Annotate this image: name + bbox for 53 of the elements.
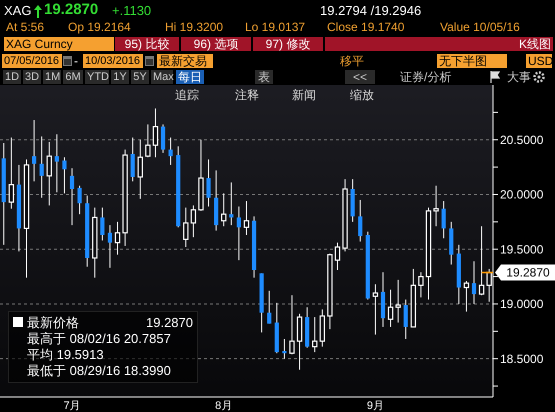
text: K线图 (325, 37, 553, 51)
text: 无下半图 (437, 54, 507, 68)
text: 10/03/2016 (83, 54, 143, 68)
y-tick-label: 19.5000 (500, 242, 544, 256)
text: Lo 19.0137 (245, 20, 306, 34)
x-tick-label: 8月 (215, 400, 232, 412)
text: XAG Curncy (4, 37, 114, 51)
text: 证券/分析 (400, 70, 452, 84)
text: 07/05/2016 (2, 54, 62, 68)
y-tick-label: 20.0000 (500, 188, 544, 202)
annotation: 19.2870 (146, 315, 193, 331)
annotation: 注释 (235, 88, 259, 102)
text: 最新交易 (157, 54, 213, 68)
text: 5Y (131, 70, 149, 84)
legend-label: 最新价格 (26, 315, 79, 331)
text: Max (151, 70, 174, 84)
text: 大事 (507, 70, 531, 84)
text: 每日 (176, 70, 204, 84)
text: 1D (3, 70, 21, 84)
text: 移平 (340, 54, 364, 68)
text: 6M (63, 70, 83, 84)
text: 19.2870 (44, 1, 98, 18)
text: 1Y (111, 70, 129, 84)
text: - (74, 54, 78, 68)
annotation: 缩放 (350, 88, 374, 102)
text: Hi 19.3200 (165, 20, 224, 34)
ref-line-label: 19.2870 (506, 266, 550, 280)
text: XAG (4, 3, 32, 18)
y-tick-label: 20.5000 (500, 132, 544, 147)
y-tick-label: 19.0000 (500, 297, 544, 312)
text: Value 10/05/16 (440, 20, 520, 34)
text: << (345, 70, 375, 84)
annotation: 追踪 (175, 88, 199, 102)
text: 95) 比较 (115, 37, 179, 51)
text: At 5:56 (6, 20, 44, 34)
text: USD (526, 54, 554, 68)
text: 3D (23, 70, 41, 84)
text: 表 (255, 70, 273, 84)
text: YTD (85, 70, 109, 84)
annotation: 最低于 08/29/16 18.3990 (26, 363, 172, 379)
text: 1M (43, 70, 61, 84)
text: Close 19.1740 (327, 20, 404, 34)
annotation: 新闻 (292, 88, 316, 102)
x-tick-label: 7月 (63, 400, 81, 412)
text: +.1130 (112, 3, 152, 18)
text: 19.2794 /19.2946 (320, 3, 422, 18)
annotation: 最高于 08/02/16 20.7857 (26, 331, 172, 347)
text: 96) 选项 (181, 37, 251, 51)
x-tick-label: 9月 (366, 400, 384, 412)
text: Op 19.2164 (68, 20, 131, 34)
y-tick-label: 18.5000 (500, 352, 544, 366)
annotation: 平均 19.5913 (26, 347, 105, 363)
text: 97) 修改 (253, 37, 323, 51)
